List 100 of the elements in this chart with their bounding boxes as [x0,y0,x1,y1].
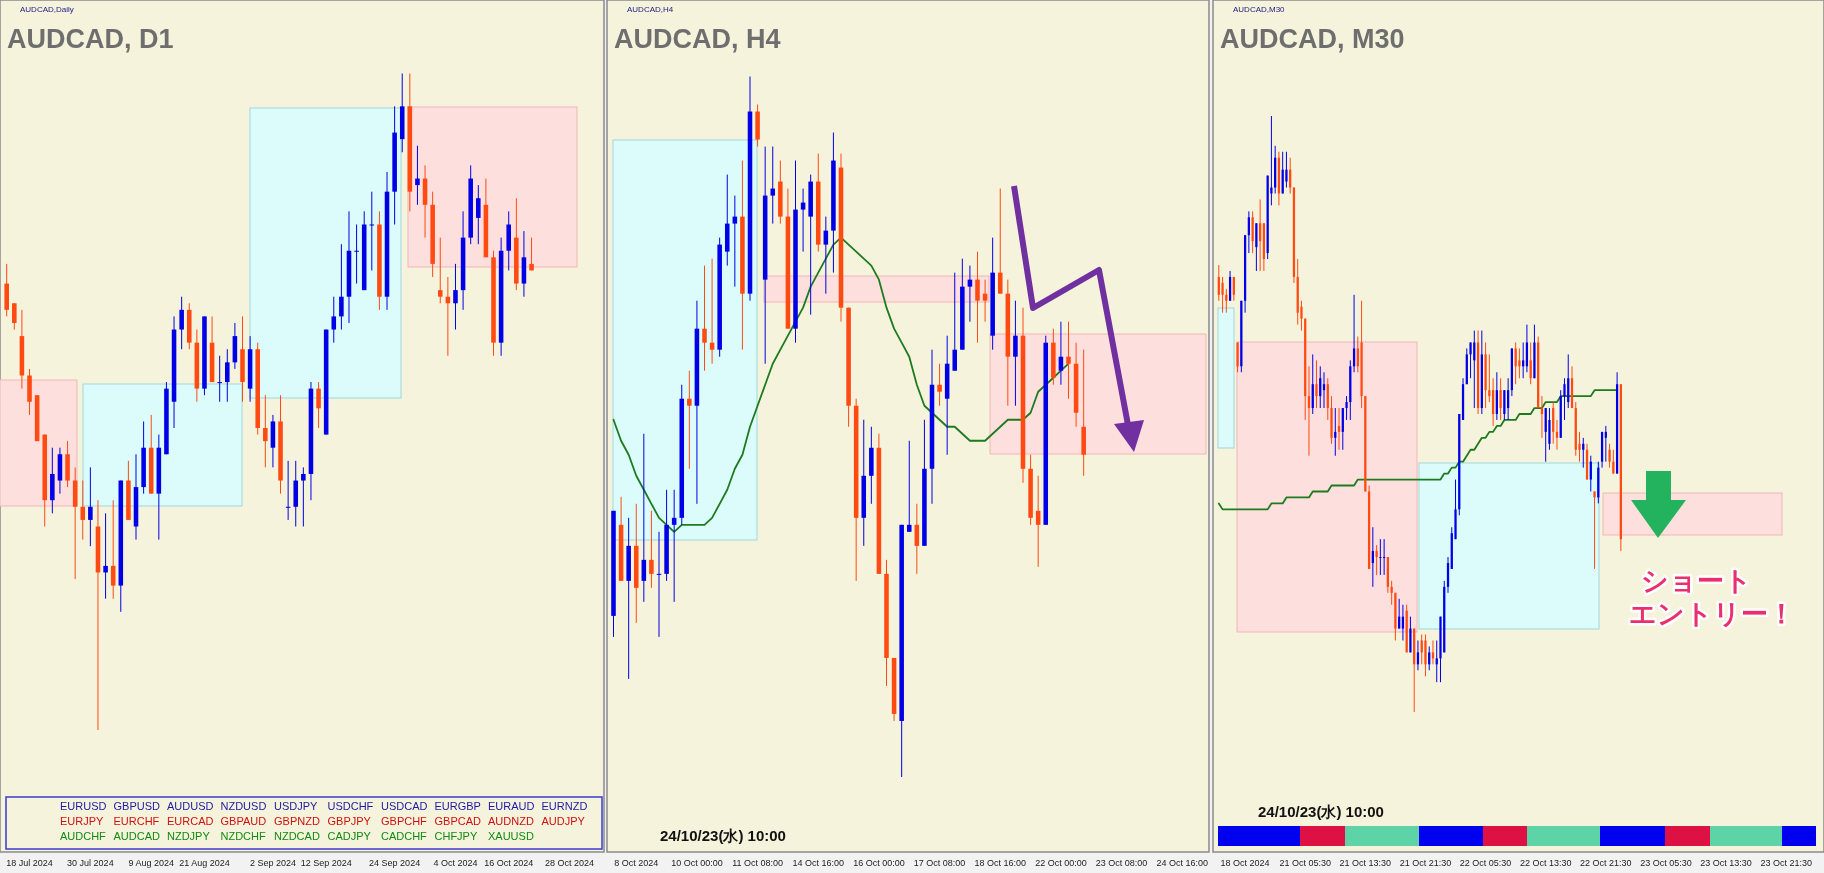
x-tick-label: 18 Jul 2024 [6,858,53,868]
candlestick [1334,407,1337,457]
candlestick [437,237,443,304]
candlestick [1507,377,1510,421]
candlestick [1066,321,1071,400]
x-tick-label: 30 Jul 2024 [67,858,114,868]
x-tick-label: 12 Sep 2024 [300,858,352,868]
text: USDCAD [381,800,428,812]
x-tick-label: 22 Oct 13:30 [1519,858,1572,868]
candlestick [1345,395,1348,421]
candlestick [1548,407,1551,451]
candlestick [1322,371,1326,409]
candlestick [1431,639,1435,665]
text: EURNZD [541,800,588,812]
candlestick [80,480,86,541]
candlestick [1259,198,1262,272]
text: AUDJPY [541,815,586,827]
annotation: エントリー！ [1629,599,1795,629]
candlestick [1424,634,1427,677]
candlestick [476,184,481,245]
candlestick [975,251,980,344]
candlestick [225,348,230,403]
x-tick-label: 21 Oct 05:30 [1279,858,1331,868]
text: EURGBP [434,800,481,812]
text: GBPCHF [381,815,428,827]
text: GBPNZD [274,815,320,827]
candlestick [1383,538,1386,576]
candlestick [1285,151,1288,189]
candlestick [997,188,1003,295]
x-tick-label: 16 Oct 2024 [484,858,534,868]
x-tick-label: 22 Oct 00:00 [1035,858,1087,868]
candlestick [1225,288,1228,314]
text: EURCHF [113,815,160,827]
candlestick [770,146,776,225]
candlestick [12,302,17,331]
chart-subtitle: AUDCAD,Daily [20,5,74,14]
text: CHFJPY [434,830,478,842]
candlestick [354,223,359,285]
chart-subtitle: AUDCAD,M30 [1233,5,1286,14]
text: AUDCAD [113,830,161,842]
candlestick [1217,264,1220,302]
candlestick [88,466,93,547]
candlestick [1409,616,1412,653]
candlestick [1522,341,1525,379]
x-tick-label: 23 Oct 05:30 [1640,858,1692,868]
x-tick-label: 10 Oct 00:00 [671,858,723,868]
x-tick-label: 11 Oct 08:00 [732,858,784,868]
candlestick [1473,330,1476,409]
text: CADCHF [381,830,428,842]
candlestick [1604,425,1607,463]
x-tick-label: 23 Oct 08:00 [1095,858,1148,868]
x-tick-label: 21 Aug 2024 [179,858,230,868]
candlestick [702,265,707,372]
chart-title: AUDCAD, M30 [1220,24,1405,54]
candlestick [1488,353,1491,403]
x-tick-label: 28 Oct 2024 [545,858,595,868]
text: NZDJPY [167,830,211,842]
candlestick [1013,300,1018,407]
x-tick-label: 21 Oct 13:30 [1339,858,1392,868]
x-tick-label: 14 Oct 16:00 [792,858,845,868]
text: XAUUSD [488,830,534,842]
text: EURJPY [60,815,105,827]
candlestick [217,355,222,403]
candlestick [339,243,344,331]
candlestick [1529,341,1532,385]
chart-subtitle: AUDCAD,H4 [627,5,674,14]
candlestick [1593,490,1596,570]
text: CADJPY [327,830,372,842]
chart-title: AUDCAD, H4 [614,24,781,54]
candlestick [687,370,692,470]
text: AUDUSD [167,800,214,812]
candlestick [952,272,958,372]
x-tick-label: 4 Oct 2024 [433,858,478,868]
text: NZDCHF [220,830,266,842]
candlestick [1251,210,1254,254]
x-tick-label: 22 Oct 21:30 [1580,858,1632,868]
candlestick [1319,365,1322,409]
x-tick-label: 18 Oct 2024 [1220,858,1270,868]
x-tick-label: 9 Aug 2024 [128,858,174,868]
text: GBPJPY [327,815,372,827]
text: USDJPY [274,800,319,812]
candlestick [1563,377,1566,421]
candlestick [263,394,268,468]
candlestick [906,440,912,533]
chart-title: AUDCAD, D1 [7,24,174,54]
candlestick [1236,341,1239,373]
candlestick [1352,294,1356,373]
text: 24/10/23(水) 10:00 [1258,803,1384,820]
candlestick [1499,377,1502,421]
x-tick-label: 18 Oct 16:00 [974,858,1027,868]
candlestick [529,237,534,271]
text: AUDCHF [60,830,107,842]
candlestick [1337,407,1341,451]
x-tick-label: 24 Sep 2024 [369,858,421,868]
x-tick-label: 16 Oct 00:00 [853,858,905,868]
candlestick [1514,341,1517,385]
text: GBPCAD [434,815,482,827]
candlestick [1469,341,1472,379]
candlestick [316,381,321,429]
candlestick [1518,347,1521,379]
